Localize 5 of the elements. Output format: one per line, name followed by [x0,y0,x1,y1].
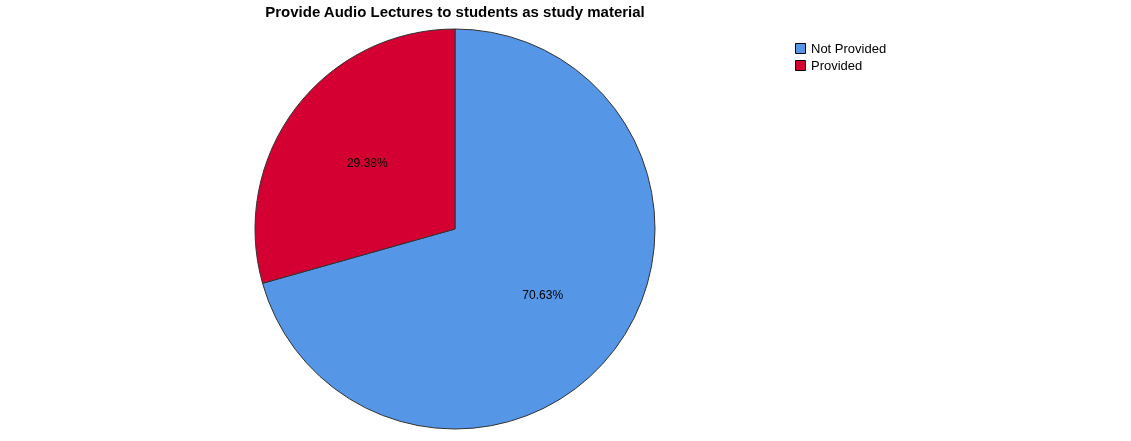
legend-label: Provided [811,57,863,73]
legend-label: Not Provided [811,40,887,56]
data-label: 70.63% [522,288,564,303]
chart-title: Provide Audio Lectures to students as study material [265,3,645,20]
data-label: 29.38% [346,155,388,170]
